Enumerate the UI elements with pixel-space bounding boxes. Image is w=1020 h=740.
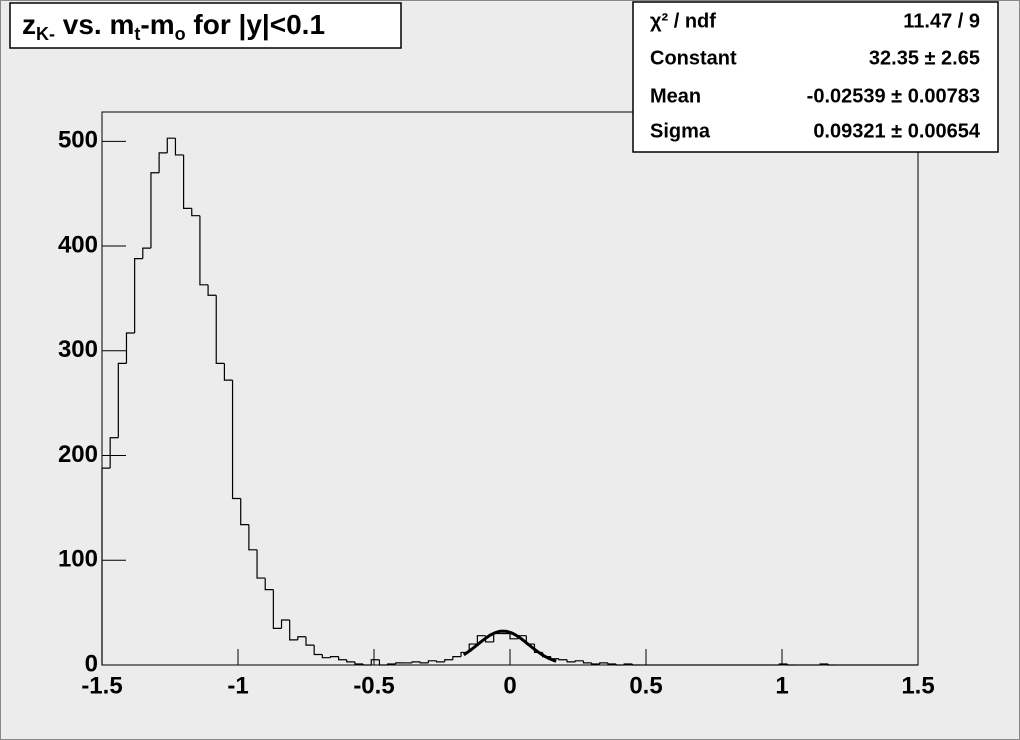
x-tick-label: -1 <box>227 672 248 699</box>
title-subscript: t <box>134 24 140 44</box>
y-tick-label: 100 <box>58 546 98 573</box>
x-tick-label: -1.5 <box>81 672 122 699</box>
histogram-bin <box>827 663 837 666</box>
histogram-bin <box>607 662 617 665</box>
histogram-bin <box>223 363 233 381</box>
histogram-bin <box>183 154 192 209</box>
histogram-bin <box>313 645 323 656</box>
title-part: for |y|<0.1 <box>186 9 325 40</box>
histogram <box>101 137 918 666</box>
chart-title: zK- vs. mt-mo for |y|<0.1 <box>22 9 325 43</box>
histogram-bin <box>134 258 143 333</box>
title-subscript: o <box>175 24 186 44</box>
histogram-bin <box>387 663 396 665</box>
histogram-bin <box>338 656 347 661</box>
histogram-bin <box>427 660 437 663</box>
histogram-bin <box>297 636 306 640</box>
title-subscript: K- <box>36 24 55 44</box>
histogram-bin <box>786 663 796 666</box>
histogram-bin <box>125 332 135 364</box>
histogram-bin <box>199 215 209 286</box>
histogram-bin <box>623 663 633 665</box>
histogram-bin <box>142 247 151 259</box>
histogram-bin <box>370 659 380 665</box>
histogram-bin <box>411 661 421 663</box>
histogram-bin <box>582 660 592 664</box>
histogram-bin <box>444 659 453 662</box>
y-tick-label: 200 <box>58 441 98 468</box>
histogram-bin <box>207 284 217 296</box>
histogram-bin <box>174 138 184 156</box>
y-tick-label: 0 <box>85 650 98 677</box>
plot-frame <box>101 111 919 666</box>
fit-curve <box>462 629 557 663</box>
x-tick-label: 1.5 <box>901 672 934 699</box>
histogram-bin <box>615 663 625 666</box>
histogram-bin <box>272 589 282 629</box>
stats-label: Constant <box>650 47 737 69</box>
title-part: -m <box>140 9 174 40</box>
histogram-bin <box>280 619 290 629</box>
stats-box <box>632 1 999 153</box>
histogram-bin <box>109 437 119 469</box>
histogram-bin <box>435 660 445 663</box>
stats-value: -0.02539 ± 0.00783 <box>807 85 980 107</box>
histogram-bin <box>166 137 176 153</box>
title-part: vs. m <box>55 9 134 40</box>
y-tick-label: 400 <box>58 231 98 258</box>
histogram-bin <box>395 662 404 664</box>
histogram-bin <box>191 208 200 217</box>
histogram-bin <box>289 619 298 641</box>
stats-value: 11.47 / 9 <box>903 10 980 32</box>
y-tick-label: 500 <box>58 127 98 154</box>
title-box <box>9 2 402 49</box>
histogram-bin <box>321 654 331 659</box>
stats-label: Mean <box>650 85 701 107</box>
stats-label: χ² / ndf <box>650 10 716 32</box>
stats-label: Sigma <box>650 120 711 142</box>
histogram-bin <box>566 659 576 663</box>
histogram-bin <box>558 658 568 661</box>
histogram-bin <box>329 656 339 658</box>
histogram-bin <box>509 633 519 640</box>
histogram-bin <box>231 380 241 500</box>
x-tick-label: 0 <box>503 672 516 699</box>
y-tick-label: 300 <box>58 336 98 363</box>
histogram-bin <box>101 467 111 665</box>
histogram-bin <box>574 660 584 662</box>
histogram-bin <box>599 662 608 664</box>
histogram-bin <box>264 578 274 591</box>
histogram-bin <box>631 663 641 666</box>
x-tick-label: 0.5 <box>629 672 662 699</box>
histogram-bin <box>346 659 355 663</box>
histogram-bin <box>452 656 462 660</box>
stats-value: 32.35 ± 2.65 <box>869 47 980 69</box>
histogram-bin <box>248 524 258 551</box>
histogram-bin <box>378 659 388 666</box>
x-tick-label: -0.5 <box>353 672 394 699</box>
histogram-bin <box>819 663 829 665</box>
histogram-bin <box>240 498 249 526</box>
histogram-bin <box>778 663 788 665</box>
histogram-bin <box>117 362 127 438</box>
title-part: z <box>22 9 36 40</box>
histogram-bin <box>591 662 600 665</box>
histogram-bin <box>362 663 372 666</box>
histogram-bin <box>256 549 266 579</box>
histogram-bin <box>305 636 315 646</box>
histogram-bin <box>419 661 429 664</box>
x-tick-label: 1 <box>775 672 788 699</box>
histogram-bin <box>354 661 364 665</box>
histogram-bin <box>150 172 160 249</box>
stats-value: 0.09321 ± 0.00654 <box>813 120 981 142</box>
histogram-bin <box>158 152 168 173</box>
histogram-bin <box>215 295 225 364</box>
histogram-bin <box>476 635 486 645</box>
